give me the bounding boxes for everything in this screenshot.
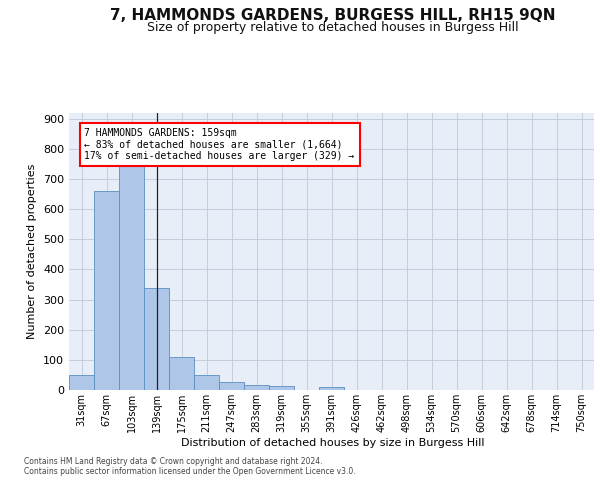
Text: 7 HAMMONDS GARDENS: 159sqm
← 83% of detached houses are smaller (1,664)
17% of s: 7 HAMMONDS GARDENS: 159sqm ← 83% of deta… <box>85 128 355 161</box>
Bar <box>194 375 219 390</box>
Bar <box>144 288 169 390</box>
Bar <box>119 164 144 390</box>
Bar <box>169 358 194 390</box>
Text: Size of property relative to detached houses in Burgess Hill: Size of property relative to detached ho… <box>147 21 519 34</box>
Text: Distribution of detached houses by size in Burgess Hill: Distribution of detached houses by size … <box>181 438 485 448</box>
Bar <box>219 382 244 390</box>
Bar <box>69 375 94 390</box>
Text: 7, HAMMONDS GARDENS, BURGESS HILL, RH15 9QN: 7, HAMMONDS GARDENS, BURGESS HILL, RH15 … <box>110 8 556 22</box>
Bar <box>94 191 119 390</box>
Bar <box>244 386 269 390</box>
Text: Contains public sector information licensed under the Open Government Licence v3: Contains public sector information licen… <box>24 467 356 476</box>
Y-axis label: Number of detached properties: Number of detached properties <box>28 164 37 339</box>
Text: Contains HM Land Registry data © Crown copyright and database right 2024.: Contains HM Land Registry data © Crown c… <box>24 457 323 466</box>
Bar <box>319 387 344 390</box>
Bar <box>269 386 294 390</box>
